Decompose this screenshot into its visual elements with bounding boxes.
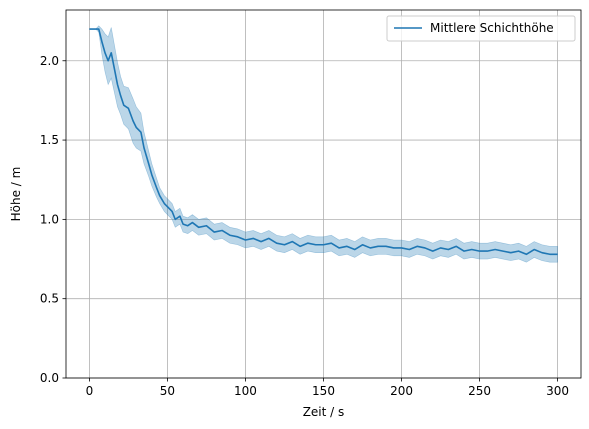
y-tick-label: 1.5 [40,133,59,147]
y-tick-label: 1.0 [40,212,59,226]
x-axis-label: Zeit / s [303,405,345,419]
y-tick-label: 2.0 [40,54,59,68]
x-tick-label: 150 [312,384,335,398]
y-axis-label: Höhe / m [9,167,23,222]
x-tick-label: 300 [546,384,569,398]
grid [66,10,581,379]
x-tick-label: 250 [468,384,491,398]
x-tick-label: 200 [390,384,413,398]
series-line [89,28,558,256]
x-tick-label: 50 [160,384,175,398]
series-lines [89,28,558,256]
legend: Mittlere Schichthöhe [386,15,576,42]
y-tick-label: 0.0 [40,371,59,385]
x-axis-ticks: 0 50 100 150 200 250 300 [86,378,569,398]
y-tick-label: 0.5 [40,292,59,306]
y-axis-ticks: 0.0 0.5 1.0 1.5 2.0 [40,54,66,385]
legend-entry-mittlere-schichthoehe: Mittlere Schichthöhe [430,21,554,35]
legend-box [386,15,576,42]
x-tick-label: 100 [234,384,257,398]
x-tick-label: 0 [86,384,94,398]
